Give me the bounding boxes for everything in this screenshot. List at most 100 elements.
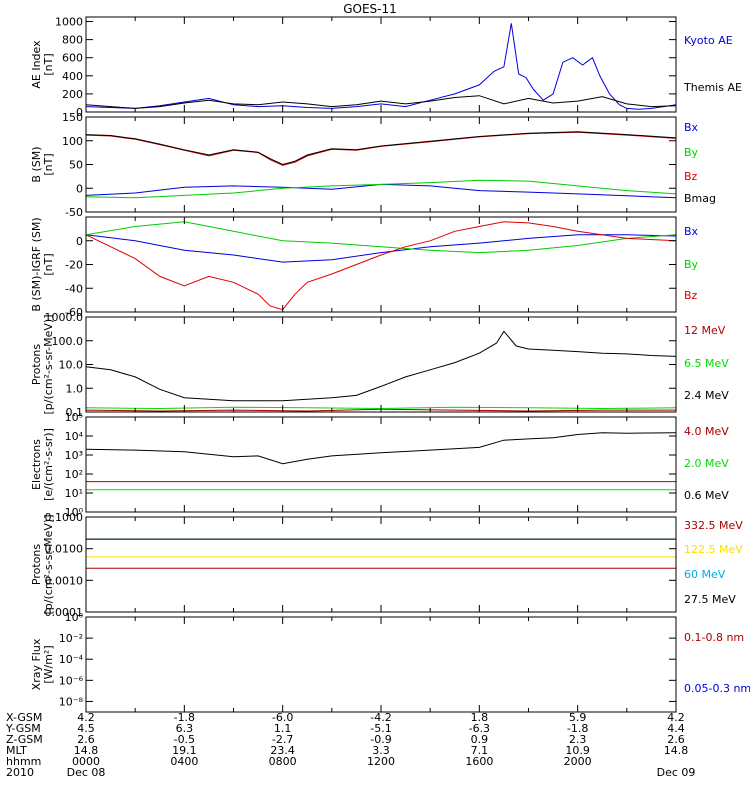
series-line-3-3: [85, 221, 677, 311]
y-tick-label: -40: [65, 282, 83, 295]
x-column-value: 2000: [564, 755, 592, 768]
x-column-value: 1.8: [471, 711, 489, 724]
y-tick-label: -60: [65, 306, 83, 319]
y-axis-label: B (SM)-IGRF (SM): [30, 217, 43, 311]
legend-entry: 0.05-0.3 nm: [684, 682, 750, 695]
legend-entry: Kyoto AE: [684, 34, 733, 47]
y-tick-label: 10²: [65, 468, 83, 481]
y-axis-label: AE Index: [30, 40, 43, 89]
series-line-1-1: [85, 23, 677, 110]
y-axis-label: Protons: [30, 544, 43, 585]
panel-2: -50 0 50 100 150 B (SM) [nT] Bx By Bz Bmag: [30, 111, 716, 219]
series-line-3-1: [85, 234, 677, 263]
series-line-5-3: [85, 432, 677, 465]
x-column-value: 3.3: [372, 744, 390, 757]
legend-entry: Themis AE: [683, 81, 742, 94]
y-tick-label: 10⁻⁶: [59, 674, 84, 687]
x-row-label: 2010: [6, 766, 34, 779]
legend-entry: 2.0 MeV: [684, 457, 729, 470]
x-column-value: 4.5: [77, 722, 95, 735]
legend-entry: By: [684, 258, 699, 271]
y-tick-label: 100.0: [52, 335, 84, 348]
legend-entry: Bz: [684, 170, 698, 183]
y-tick-label: 10⁴: [65, 430, 84, 443]
figure-title: GOES-11: [343, 2, 397, 16]
y-axis-label: [W/m²]: [42, 645, 55, 683]
y-tick-label: 10⁻²: [59, 632, 83, 645]
x-column-value: 4.4: [667, 722, 685, 735]
y-tick-label: 600: [62, 52, 83, 65]
y-axis-label: Xray Flux: [30, 638, 43, 690]
x-column-value: -0.5: [174, 733, 195, 746]
y-axis-label: [nT]: [42, 53, 55, 75]
legend-entry: 0.1-0.8 nm: [684, 631, 744, 644]
x-row-label: MLT: [6, 744, 27, 757]
series-line-1-2: [85, 95, 677, 109]
panel-3: -60 -40 -20 0 B (SM)-IGRF (SM) [nT] Bx By Bz: [30, 216, 699, 319]
x-column-value: 7.1: [471, 744, 489, 757]
legend-entry: 12 MeV: [684, 324, 726, 337]
x-column-value: 6.3: [176, 722, 194, 735]
x-column-value: 4.2: [77, 711, 95, 724]
y-tick-label: 10⁻⁸: [59, 695, 84, 708]
x-column-value: -2.7: [272, 733, 293, 746]
y-tick-label: 10⁻⁴: [59, 653, 84, 666]
x-column-value: 0800: [269, 755, 297, 768]
legend-entry: 6.5 MeV: [684, 357, 729, 370]
x-column-value: 2.3: [569, 733, 587, 746]
panel-6: 0.0001 0.0010 0.0100 0.1000 Protons [p/(cm²-s…: [30, 511, 743, 619]
x-column-value: 19.1: [172, 744, 197, 757]
y-axis-label: [p/(cm²-s-sr-MeV)]: [42, 315, 55, 415]
panel-4: 0.1 1.0 10.0 100.0 1000.0 Protons [p/(cm²-s-sr…: [30, 311, 729, 419]
panel-frame: [85, 616, 677, 713]
panel-5: 10⁰ 10¹ 10² 10³ 10⁴ 10⁵ Electrons [e/(cm²-s-sr)…: [30, 411, 729, 519]
x-column-value: 10.9: [565, 744, 590, 757]
y-tick-label: 200: [62, 88, 83, 101]
y-axis-label: B (SM): [30, 146, 43, 182]
legend-entry: 332.5 MeV: [684, 519, 743, 532]
y-tick-label: 0: [76, 106, 83, 119]
y-tick-label: 10¹: [65, 487, 83, 500]
x-row-label: Y-GSM: [5, 722, 41, 735]
x-column-value: 0400: [170, 755, 198, 768]
y-tick-label: 10⁵: [65, 411, 83, 424]
x-column-value: Dec 09: [657, 766, 696, 779]
panel-frame: [85, 16, 677, 113]
legend-entry: 122.5 MeV: [684, 543, 743, 556]
x-column-value: -6.3: [469, 722, 490, 735]
panel-1: 0 200 400 600 800 1000 AE Index [nT] Kyoto AE The…: [30, 16, 742, 119]
y-tick-label: -50: [65, 206, 83, 219]
x-column-value: 2.6: [77, 733, 95, 746]
y-tick-label: 1000.0: [45, 311, 84, 324]
legend-entry: 27.5 MeV: [684, 593, 736, 606]
y-tick-label: -20: [65, 259, 83, 272]
panel-frame: [85, 516, 677, 613]
y-tick-label: 400: [62, 70, 83, 83]
x-column-value: 14.8: [664, 744, 689, 757]
y-tick-label: 10⁰: [65, 611, 84, 624]
panel-frame: [85, 216, 677, 313]
x-column-value: -4.2: [370, 711, 391, 724]
x-row-label: hhmm: [6, 755, 41, 768]
series-line-4-3: [85, 330, 677, 402]
x-column-value: 23.4: [270, 744, 295, 757]
x-column-value: -1.8: [567, 722, 588, 735]
legend-entry: 60 MeV: [684, 568, 726, 581]
y-tick-label: 10³: [65, 449, 83, 462]
x-row-label: X-GSM: [6, 711, 42, 724]
y-tick-label: 50: [69, 159, 83, 172]
x-column-value: 0.9: [471, 733, 489, 746]
y-tick-label: 800: [62, 34, 83, 47]
legend-entry: Bmag: [684, 192, 716, 205]
legend-entry: 2.4 MeV: [684, 389, 729, 402]
panel-frame: [85, 116, 677, 213]
x-column-value: 2.6: [667, 733, 685, 746]
legend-entry: By: [684, 146, 699, 159]
legend-entry: Bx: [684, 121, 699, 134]
series-line-2-3: [85, 131, 677, 166]
y-tick-label: 0.1: [66, 406, 84, 419]
x-axis-table: X-GSMY-GSMZ-GSMMLThhmm20104.24.52.614.80…: [5, 711, 695, 779]
y-tick-label: 0: [76, 182, 83, 195]
legend-entry: Bx: [684, 225, 699, 238]
